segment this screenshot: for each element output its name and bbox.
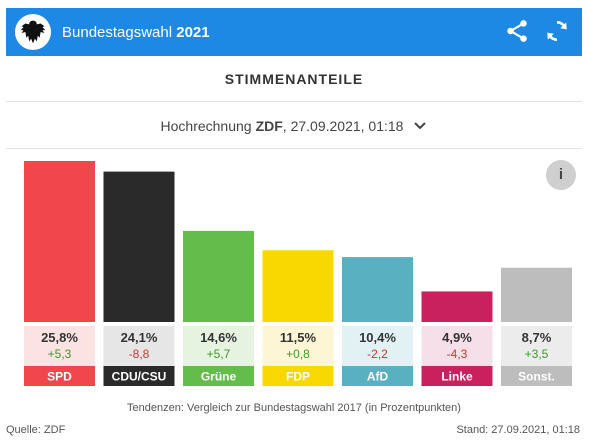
bar-3 (262, 250, 334, 322)
party-label-0: SPD (47, 370, 72, 384)
comparison-note: Tendenzen: Vergleich zur Bundestagswahl … (127, 402, 461, 414)
selector-prefix: Hochrechnung (160, 118, 252, 134)
value-label-6: 8,7% (522, 330, 552, 345)
value-label-4: 10,4% (359, 330, 396, 345)
party-label-bg-2 (183, 366, 254, 386)
change-label-0: +5,3 (48, 347, 72, 361)
divider (6, 101, 582, 102)
value-box-3 (262, 326, 334, 366)
value-label-1: 24,1% (121, 330, 158, 345)
app-title-plain: Bundestagswahl (62, 23, 173, 41)
value-label-2: 14,6% (200, 330, 237, 345)
value-label-5: 4,9% (442, 330, 472, 345)
change-label-1: -8,8 (129, 347, 150, 361)
change-label-6: +3,5 (525, 347, 549, 361)
share-icon[interactable] (504, 18, 530, 44)
party-label-bg-3 (262, 366, 334, 386)
party-label-bg-1 (103, 366, 175, 386)
party-label-bg-0 (24, 366, 95, 386)
value-box-1 (103, 326, 175, 366)
change-label-3: +0,8 (286, 347, 310, 361)
party-label-3: FDP (286, 370, 310, 384)
value-box-0 (24, 326, 95, 366)
vote-share-chart: 25,8% +5,3 SPD 24,1% -8,8 CDU/CSU 14,6% +5,7 Grü… (24, 161, 572, 386)
value-label-3: 11,5% (280, 330, 317, 345)
party-label-bg-5 (421, 366, 493, 386)
party-label-5: Linke (441, 370, 473, 384)
party-label-bg-6 (501, 366, 572, 386)
value-box-6 (501, 326, 572, 366)
bar-0 (24, 161, 95, 322)
bar-5 (421, 291, 493, 322)
bar-4 (342, 257, 413, 322)
federal-eagle-icon (14, 13, 52, 51)
info-button[interactable]: i (546, 160, 576, 190)
bar-6 (501, 267, 572, 322)
selector-source: ZDF (255, 118, 283, 134)
party-label-6: Sonst. (518, 370, 555, 384)
selector-datetime: , 27.09.2021, 01:18 (282, 118, 404, 134)
app-title-year: 2021 (176, 23, 210, 41)
value-box-4 (342, 326, 413, 366)
app-header: Bundestagswahl 2021 (6, 8, 582, 56)
change-label-2: +5,7 (207, 347, 231, 361)
change-label-5: -4,3 (447, 347, 468, 361)
value-box-5 (421, 326, 493, 366)
divider (6, 148, 582, 149)
party-label-1: CDU/CSU (112, 370, 167, 384)
stand-label: Stand: 27.09.2021, 01:18 (456, 424, 580, 436)
party-label-2: Grüne (201, 370, 237, 384)
source-label: Quelle: ZDF (6, 424, 66, 436)
value-box-2 (183, 326, 254, 366)
party-label-bg-4 (342, 366, 413, 386)
refresh-icon[interactable] (544, 18, 570, 44)
change-label-4: -2,2 (367, 347, 388, 361)
app-title: Bundestagswahl 2021 (62, 24, 210, 41)
bar-1 (103, 171, 175, 322)
bar-2 (183, 230, 254, 322)
party-label-4: AfD (367, 370, 389, 384)
chevron-down-icon (414, 122, 427, 130)
value-label-0: 25,8% (41, 330, 78, 345)
section-title: STIMMENANTEILE (224, 71, 364, 87)
projection-selector[interactable]: Hochrechnung ZDF , 27.09.2021, 01:18 (6, 110, 582, 142)
